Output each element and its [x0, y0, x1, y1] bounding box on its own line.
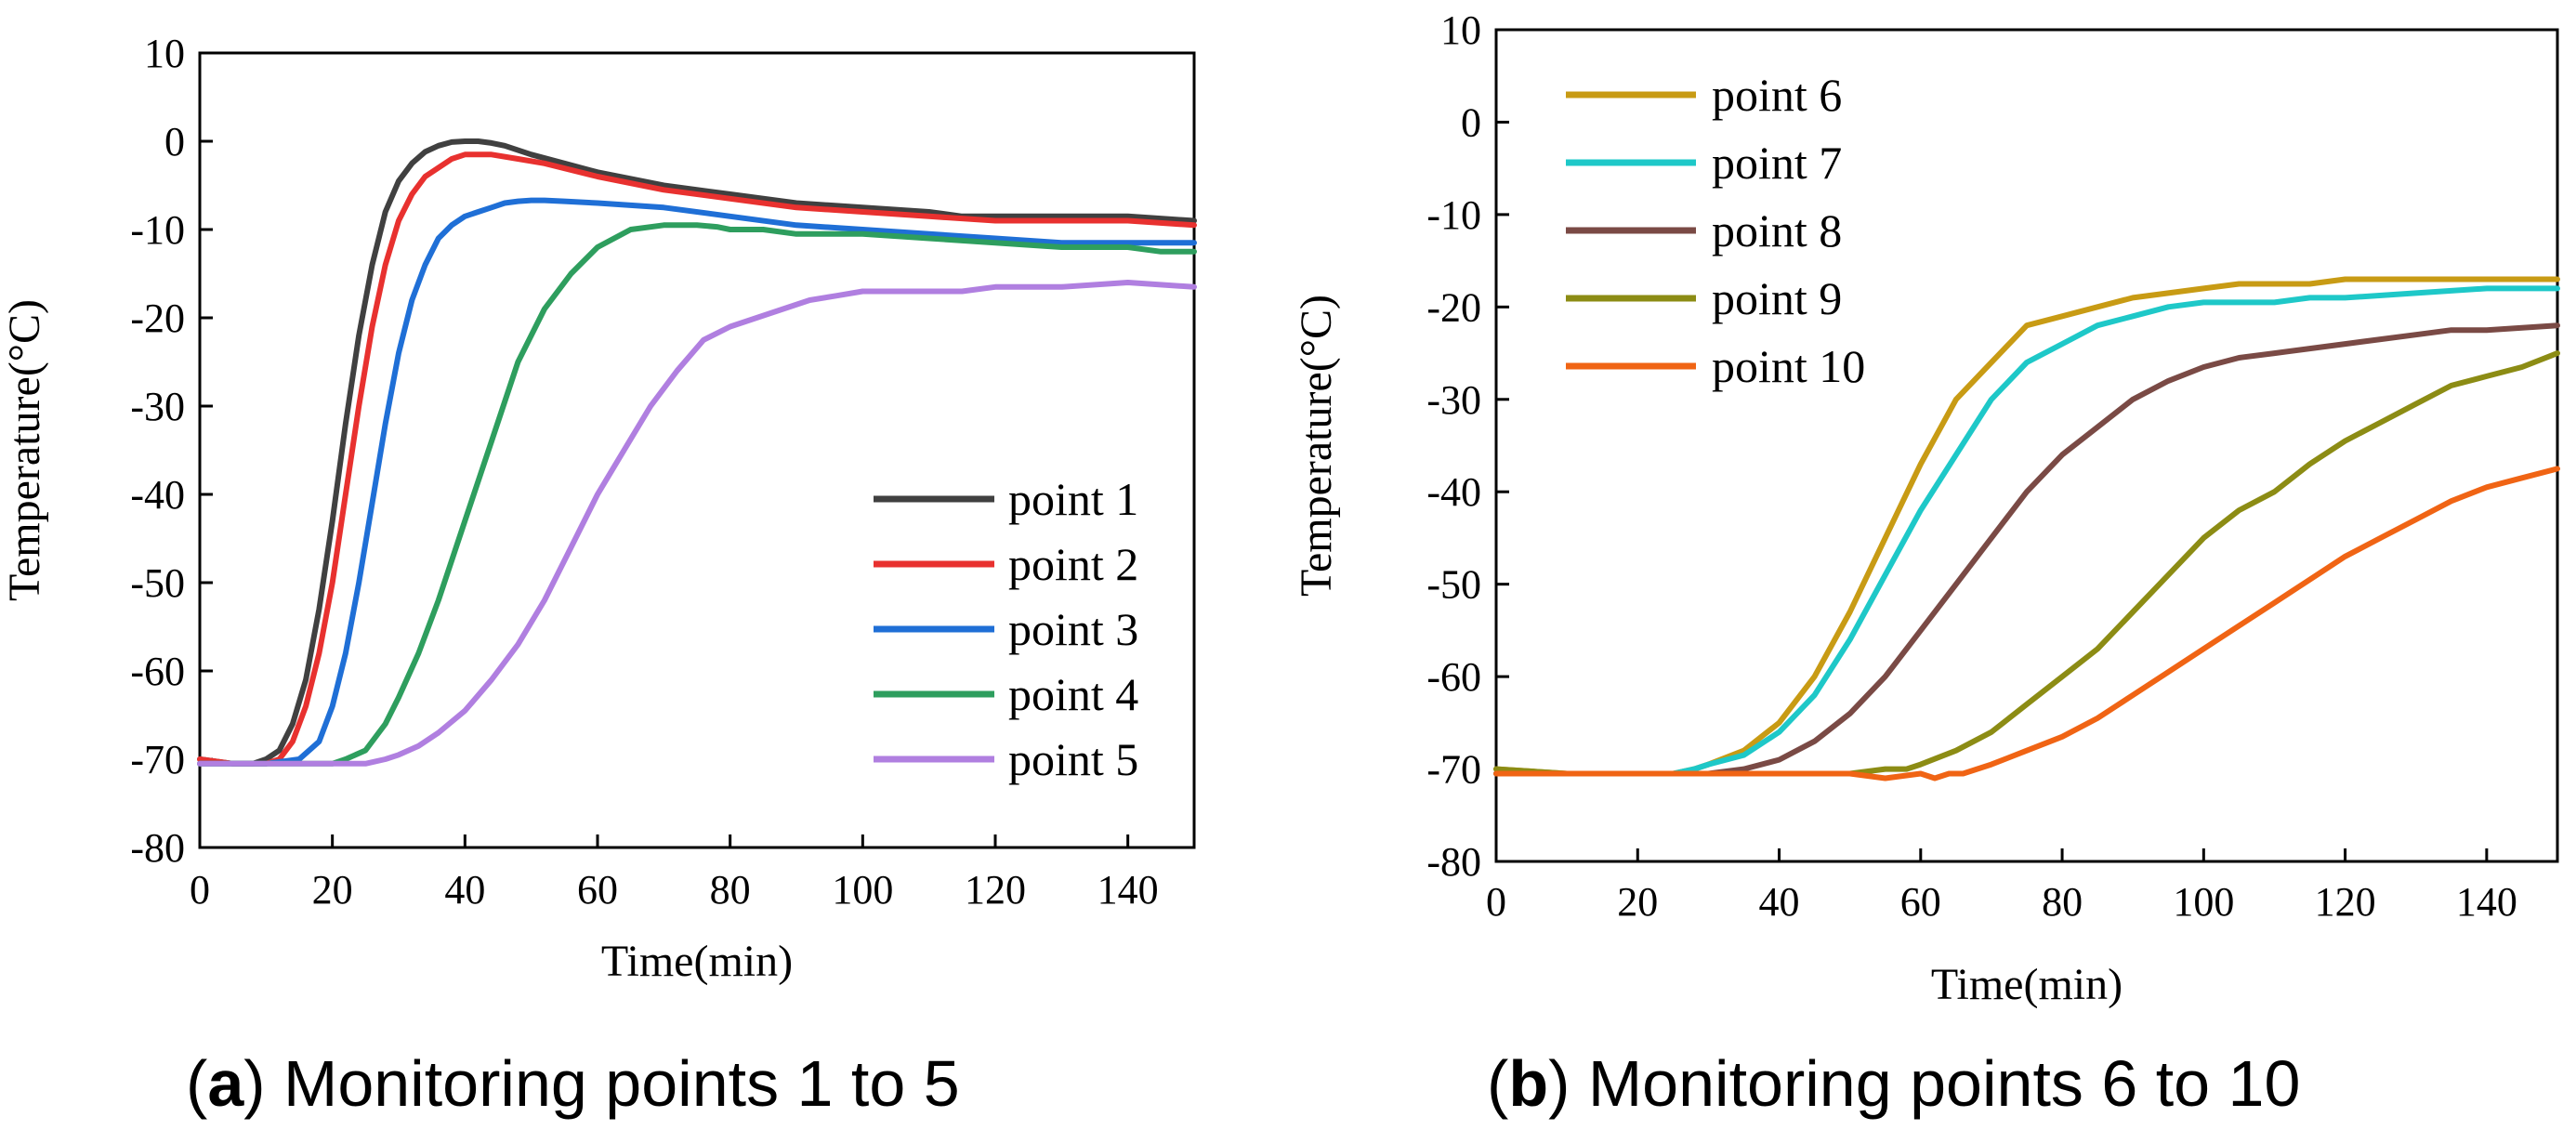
panel-b-x-tick-label: 120	[2315, 879, 2376, 925]
panel-a-series-line-point-1	[197, 138, 1197, 767]
panel-b-y-tick-label: -80	[1426, 839, 1481, 885]
panel-b-y-tick-label: -50	[1426, 562, 1481, 608]
panel-b-legend-label: point 8	[1712, 204, 1842, 256]
panel-a-y-tick-label: -70	[130, 737, 185, 782]
panel-b-y-tick-label: 0	[1461, 99, 1481, 145]
panel-a-legend-label: point 4	[1008, 668, 1138, 720]
panel-a-series-line-point-3	[197, 197, 1197, 767]
panel-b-y-tick-label: -10	[1426, 192, 1481, 238]
chart-panel-a: 100-10-20-30-40-50-60-70-800 20 40 60 80 100 1…	[0, 31, 1197, 1120]
panel-a-caption-text: Monitoring points 1 to 5	[266, 1047, 960, 1120]
panel-b-y-tick-label: -20	[1426, 284, 1481, 330]
panel-a-legend-label: point 5	[1008, 733, 1138, 785]
panel-a-y-tick-label: -50	[130, 560, 185, 606]
panel-b-series-line-point-10	[1493, 466, 2560, 782]
panel-b-legend: point 6 point 7 point 8 point 9 point 10	[1566, 69, 1865, 392]
panel-a-legend-label: point 3	[1008, 603, 1138, 655]
panel-b-y-tick-label: -30	[1426, 377, 1481, 423]
panel-a-y-tick-label: -10	[130, 207, 185, 253]
panel-b-x-tick-label: 60	[1900, 879, 1941, 925]
panel-a-y-tick-label: -20	[130, 296, 185, 341]
panel-a-y-tick-label: 10	[144, 31, 185, 76]
panel-b-y-axis-label: Temperature(°C)	[1292, 295, 1341, 597]
panel-b-series-line-point-9	[1493, 350, 2560, 777]
chart-panel-b: 100-10-20-30-40-50-60-70-800 20 40 60 80 100 1…	[1292, 7, 2560, 1120]
panel-b-legend-label: point 9	[1712, 272, 1842, 324]
panel-a-y-tick-label: -60	[130, 649, 185, 694]
panel-a-x-tick-label: 120	[965, 867, 1026, 913]
panel-a-x-axis-label: Time(min)	[601, 937, 793, 986]
panel-b-x-tick-label: 20	[1617, 879, 1658, 925]
panel-a-series-line-point-5	[197, 280, 1197, 767]
panel-a-legend: point 1 point 2 point 3 point 4 point 5	[874, 473, 1138, 785]
panel-b-caption-text: Monitoring points 6 to 10	[1570, 1047, 2300, 1120]
panel-b-x-tick-label: 80	[2042, 879, 2083, 925]
panel-b-series-line-point-8	[1493, 322, 2560, 777]
panel-a-caption: (a) Monitoring points 1 to 5	[186, 1047, 960, 1120]
panel-b-x-tick-label: 140	[2456, 879, 2517, 925]
panel-b-legend-label: point 7	[1712, 137, 1842, 189]
panel-b-caption: (b) Monitoring points 6 to 10	[1487, 1047, 2300, 1120]
panel-a-y-tick-label: -80	[130, 825, 185, 871]
panel-b-plot-frame	[1494, 28, 2559, 863]
panel-a-x-tick-label: 140	[1097, 867, 1159, 913]
panel-a-y-tick-label: -30	[130, 384, 185, 429]
panel-b-y-tick-label: -70	[1426, 747, 1481, 793]
panel-a-x-tick-label: 80	[710, 867, 751, 913]
panel-a-series-line-point-2	[197, 151, 1197, 767]
panel-a-x-tick-label: 20	[312, 867, 353, 913]
panel-a-x-tick-label: 60	[577, 867, 618, 913]
panel-b-x-tick-label: 0	[1486, 879, 1506, 925]
panel-a-plot-frame	[198, 51, 1196, 849]
panel-b-caption-letter: b	[1508, 1047, 1548, 1120]
panel-a-x-tick-label: 100	[832, 867, 893, 913]
panel-b-y-tick-label: -60	[1426, 654, 1481, 700]
panel-a-caption-letter: a	[207, 1047, 244, 1120]
panel-a-y-tick-label: -40	[130, 472, 185, 518]
panel-a-x-tick-label: 40	[444, 867, 485, 913]
panel-a-y-axis-label: Temperature(°C)	[0, 299, 49, 601]
panel-b-y-tick-label: -40	[1426, 469, 1481, 515]
panel-b-y-tick-label: 10	[1440, 7, 1481, 53]
panel-b-legend-label: point 10	[1712, 340, 1865, 392]
panel-b-x-tick-label: 40	[1759, 879, 1800, 925]
panel-a-legend-label: point 1	[1008, 473, 1138, 525]
panel-b-series-line-point-7	[1493, 285, 2560, 777]
panel-b-x-tick-label: 100	[2173, 879, 2234, 925]
panel-b-legend-label: point 6	[1712, 69, 1842, 121]
panel-a-legend-label: point 2	[1008, 538, 1138, 590]
panel-a-series-line-point-4	[197, 222, 1197, 767]
panel-a-y-tick-label: 0	[164, 119, 185, 164]
panel-b-x-axis-label: Time(min)	[1931, 960, 2123, 1009]
panel-a-x-tick-label: 0	[190, 867, 210, 913]
